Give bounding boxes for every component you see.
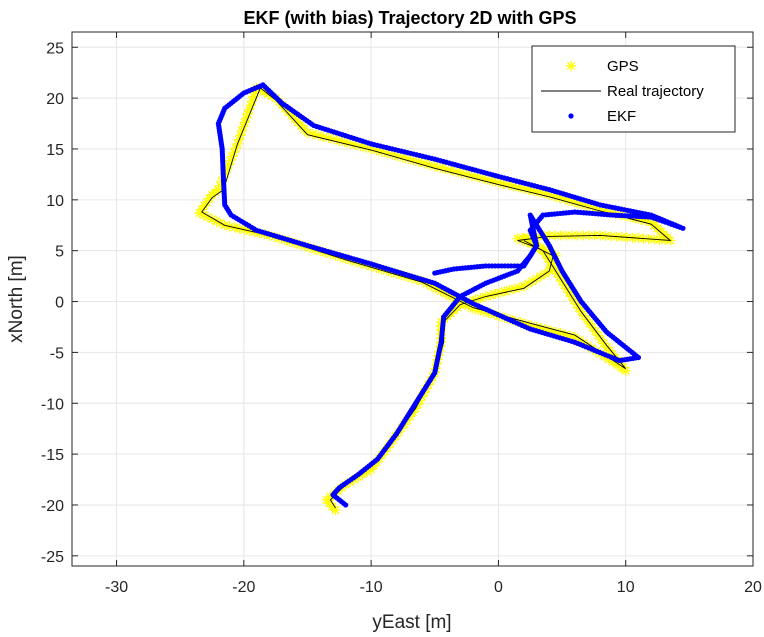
ekf-point bbox=[432, 270, 438, 276]
gps-marker-stroke bbox=[388, 150, 397, 159]
gps-marker-stroke bbox=[414, 157, 423, 166]
gps-marker-stroke bbox=[594, 331, 603, 340]
x-tick-label: -30 bbox=[105, 579, 128, 596]
gps-marker-stroke bbox=[251, 88, 260, 97]
legend-label: Real trajectory bbox=[607, 83, 704, 100]
y-tick-label: -5 bbox=[50, 345, 64, 362]
gps-marker-stroke bbox=[588, 323, 597, 332]
gps-marker-stroke bbox=[519, 184, 528, 193]
gps-marker-stroke bbox=[195, 208, 204, 218]
gps-marker-stroke bbox=[596, 335, 606, 344]
gps-marker-stroke bbox=[566, 61, 576, 71]
gps-marker-stroke bbox=[248, 96, 257, 105]
gps-marker-stroke bbox=[425, 160, 434, 169]
gps-marker-stroke bbox=[519, 234, 528, 243]
gps-marker-stroke bbox=[243, 109, 252, 118]
x-tick-label: 20 bbox=[744, 579, 762, 596]
gps-marker-stroke bbox=[229, 148, 239, 157]
gps-marker-stroke bbox=[500, 287, 509, 296]
axis-ticks: -30 -20 -10 0 10 20 -25 -20 -15 -10 -5 0 5 10 15 20 25 bbox=[41, 32, 762, 596]
gps-point bbox=[518, 233, 529, 244]
y-tick-label: 10 bbox=[46, 193, 64, 210]
gps-marker-stroke bbox=[420, 159, 429, 168]
gps-marker-stroke bbox=[491, 289, 500, 298]
gps-marker-stroke bbox=[237, 126, 246, 136]
y-tick-label: -15 bbox=[41, 447, 64, 464]
series-layer bbox=[194, 82, 686, 516]
gps-marker-stroke bbox=[199, 211, 208, 220]
y-axis-label: xNorth [m] bbox=[6, 255, 27, 343]
y-tick-label: 25 bbox=[46, 40, 64, 57]
series-ekf bbox=[215, 82, 686, 508]
gps-marker-stroke bbox=[393, 152, 402, 161]
gps-marker-stroke bbox=[499, 179, 508, 188]
gps-marker-stroke bbox=[430, 162, 439, 171]
legend-box bbox=[531, 45, 736, 133]
y-tick-label: 5 bbox=[55, 244, 64, 261]
gps-marker-stroke bbox=[207, 215, 217, 224]
gps-point bbox=[235, 130, 246, 141]
y-tick-label: -10 bbox=[41, 396, 64, 413]
gps-marker-stroke bbox=[602, 343, 611, 352]
gps-marker-stroke bbox=[203, 213, 212, 222]
gps-marker-stroke bbox=[382, 149, 392, 158]
gps-marker-stroke bbox=[504, 180, 513, 190]
gps-marker-stroke bbox=[231, 143, 240, 153]
gps-marker-stroke bbox=[246, 101, 255, 110]
gps-marker-stroke bbox=[249, 92, 258, 101]
gps-marker-stroke bbox=[212, 217, 221, 226]
legend: GPS Real trajectory EKF bbox=[531, 45, 736, 133]
chart-title: EKF (with bias) Trajectory 2D with GPS bbox=[243, 8, 576, 28]
gps-marker-stroke bbox=[404, 154, 413, 164]
gps-marker-stroke bbox=[245, 105, 254, 114]
gps-marker-stroke bbox=[513, 234, 522, 243]
gps-marker-stroke bbox=[495, 288, 505, 297]
gps-point bbox=[376, 146, 387, 157]
x-tick-label: -10 bbox=[360, 579, 383, 596]
gps-marker-stroke bbox=[236, 131, 245, 140]
legend-ekf-marker bbox=[568, 113, 574, 119]
legend-label: EKF bbox=[607, 108, 636, 125]
x-axis-label: yEast [m] bbox=[372, 612, 451, 633]
legend-gps-marker bbox=[566, 61, 576, 71]
gps-marker-stroke bbox=[505, 286, 514, 295]
gps-point bbox=[236, 125, 247, 136]
grid-lines bbox=[72, 32, 754, 566]
y-tick-label: -25 bbox=[41, 549, 64, 566]
legend-label: GPS bbox=[607, 58, 639, 75]
gps-marker-stroke bbox=[398, 153, 408, 162]
y-tick-label: 15 bbox=[46, 142, 64, 159]
gps-point bbox=[535, 271, 546, 282]
y-tick-label: -20 bbox=[41, 498, 64, 515]
y-tick-label: 20 bbox=[46, 91, 64, 108]
x-tick-label: 10 bbox=[617, 579, 635, 596]
gps-marker-stroke bbox=[591, 327, 600, 336]
gps-marker-stroke bbox=[514, 183, 523, 192]
gps-marker-stroke bbox=[224, 160, 233, 169]
gps-point bbox=[408, 155, 419, 166]
gps-marker-stroke bbox=[409, 156, 418, 165]
x-tick-label: -20 bbox=[232, 579, 255, 596]
gps-marker-stroke bbox=[599, 339, 608, 348]
plot-frame bbox=[71, 31, 754, 567]
gps-marker-stroke bbox=[377, 147, 386, 156]
x-tick-label: 0 bbox=[494, 579, 503, 596]
y-tick-label: 0 bbox=[55, 295, 64, 312]
gps-marker-stroke bbox=[509, 182, 518, 191]
